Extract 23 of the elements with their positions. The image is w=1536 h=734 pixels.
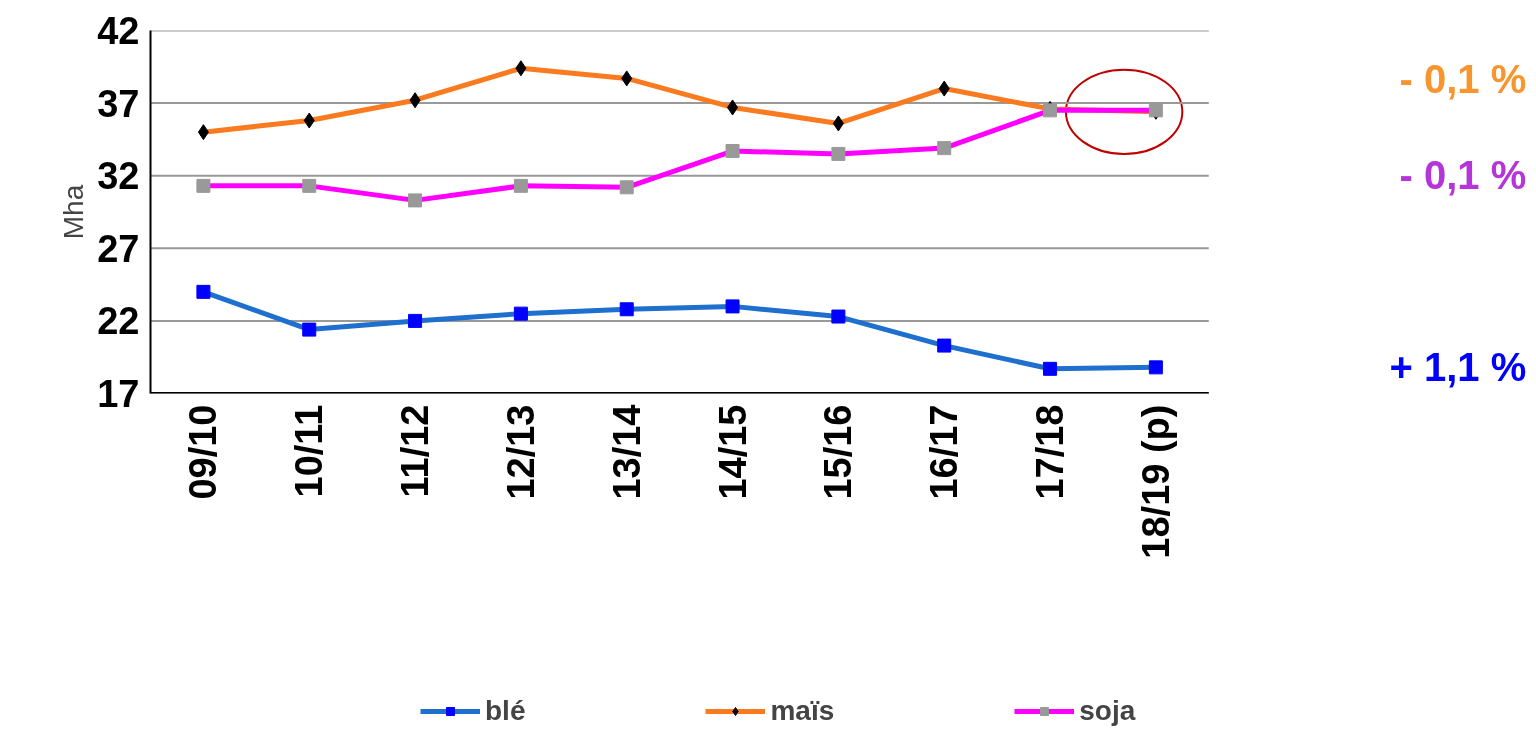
y-tick-label: 42 <box>97 10 140 52</box>
y-tick-label: 37 <box>97 82 140 125</box>
y-tick-label: 32 <box>97 155 140 198</box>
legend-label: blé <box>485 695 526 727</box>
y-tick-label: 22 <box>97 300 140 343</box>
text: - 0,1 % <box>1399 153 1527 198</box>
legend-label: maïs <box>770 695 835 727</box>
x-tick-label: 16/17 <box>923 404 966 500</box>
x-tick-label: 11/12 <box>394 404 437 498</box>
x-tick-label: 12/13 <box>499 404 542 500</box>
x-tick-label: 09/10 <box>182 404 225 500</box>
x-tick-label: 10/11 <box>288 404 331 498</box>
text: - 0,1 % <box>1399 56 1527 101</box>
x-tick-label: 13/14 <box>605 404 648 500</box>
y-tick-label: 17 <box>97 373 140 415</box>
text: + 1,1 % <box>1389 345 1527 390</box>
x-tick-label: 17/18 <box>1029 404 1072 500</box>
y-tick-label: 27 <box>97 227 140 270</box>
x-tick-label: 18/19 (p) <box>1134 404 1177 559</box>
legend-label: soja <box>1079 695 1136 727</box>
x-tick-label: 15/16 <box>817 404 860 500</box>
y-axis-title: Mha <box>58 184 90 240</box>
x-tick-label: 14/15 <box>711 404 754 500</box>
